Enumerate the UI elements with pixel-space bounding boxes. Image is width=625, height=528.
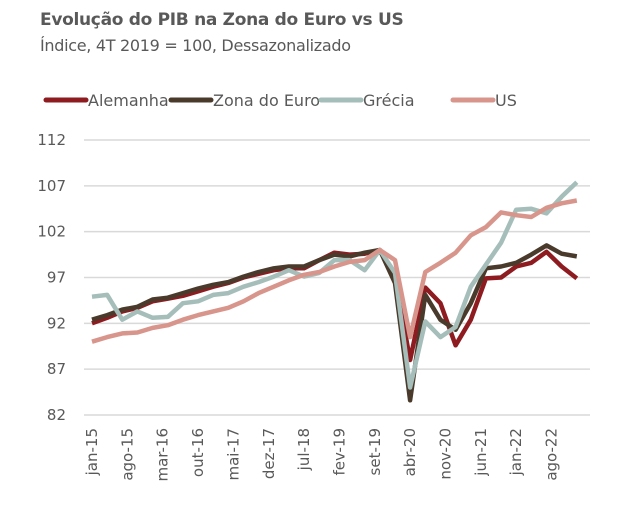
x-tick-label: mai-17: [224, 428, 242, 480]
x-tick-label: nov-20: [437, 428, 455, 480]
legend-label: Alemanha: [88, 91, 169, 110]
series-line-us: [91, 198, 578, 344]
y-tick-label: 112: [37, 131, 66, 149]
legend-label: Grécia: [363, 91, 415, 110]
x-tick-label: fev-19: [330, 428, 348, 475]
x-tick-label: jul-18: [295, 428, 313, 471]
y-tick-label: 97: [47, 269, 66, 287]
x-tick-label: set-19: [366, 428, 384, 475]
legend-label: US: [495, 91, 517, 110]
x-tick-label: jan-22: [507, 428, 525, 476]
x-tick-label: ago-22: [543, 428, 561, 481]
series-line-grecia: [91, 180, 579, 390]
x-tick-label: jun-21: [472, 428, 490, 477]
legend-label: Zona do Euro: [213, 91, 320, 110]
y-tick-label: 102: [37, 223, 66, 241]
chart-title: Evolução do PIB na Zona do Euro vs US: [40, 10, 404, 30]
y-tick-label: 92: [47, 314, 66, 332]
x-tick-label: jan-15: [83, 428, 101, 476]
x-tick-label: dez-17: [260, 428, 278, 479]
series-line-zona-do-euro: [91, 243, 578, 403]
series-lines: [91, 180, 579, 403]
y-axis-ticks: 82 87 92 97 102 107 112: [37, 131, 66, 424]
chart-subtitle: Índice, 4T 2019 = 100, Dessazonalizado: [40, 36, 351, 55]
legend: Alemanha Zona do Euro Grécia US: [43, 91, 517, 110]
x-tick-label: mar-16: [154, 428, 172, 482]
x-tick-label: abr-20: [401, 428, 419, 476]
y-tick-label: 107: [37, 177, 66, 195]
x-tick-label: out-16: [189, 428, 207, 477]
y-tick-label: 82: [47, 406, 66, 424]
y-tick-label: 87: [47, 360, 66, 378]
x-axis-ticks: jan-15 ago-15 mar-16 out-16 mai-17 dez-17 jul-…: [83, 428, 561, 482]
x-tick-label: ago-15: [118, 428, 136, 481]
gridlines: [84, 139, 590, 416]
